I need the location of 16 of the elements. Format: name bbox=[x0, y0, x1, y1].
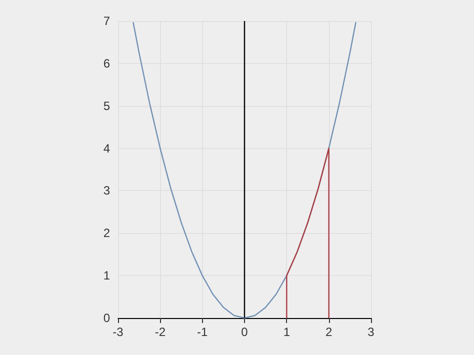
x-tick-label: 1 bbox=[283, 325, 290, 339]
x-tick-label: 0 bbox=[241, 325, 248, 339]
y-tick-label: 3 bbox=[103, 184, 110, 198]
x-tick-label: 3 bbox=[368, 325, 375, 339]
x-tick-label: -1 bbox=[196, 325, 208, 339]
y-tick-label: 5 bbox=[103, 98, 110, 113]
x-tick-label: -2 bbox=[154, 325, 166, 339]
line-series bbox=[286, 148, 330, 319]
y-tick-label: 6 bbox=[103, 56, 110, 70]
y-tick-label: 7 bbox=[103, 14, 110, 28]
y-tick-label: 1 bbox=[103, 268, 110, 283]
x-tick-label: 2 bbox=[325, 325, 332, 339]
y-tick-label: 0 bbox=[103, 311, 110, 325]
y-tick-label: 2 bbox=[103, 226, 110, 240]
x-tick-label: -3 bbox=[112, 325, 124, 339]
y-tick-label: 4 bbox=[103, 141, 110, 156]
